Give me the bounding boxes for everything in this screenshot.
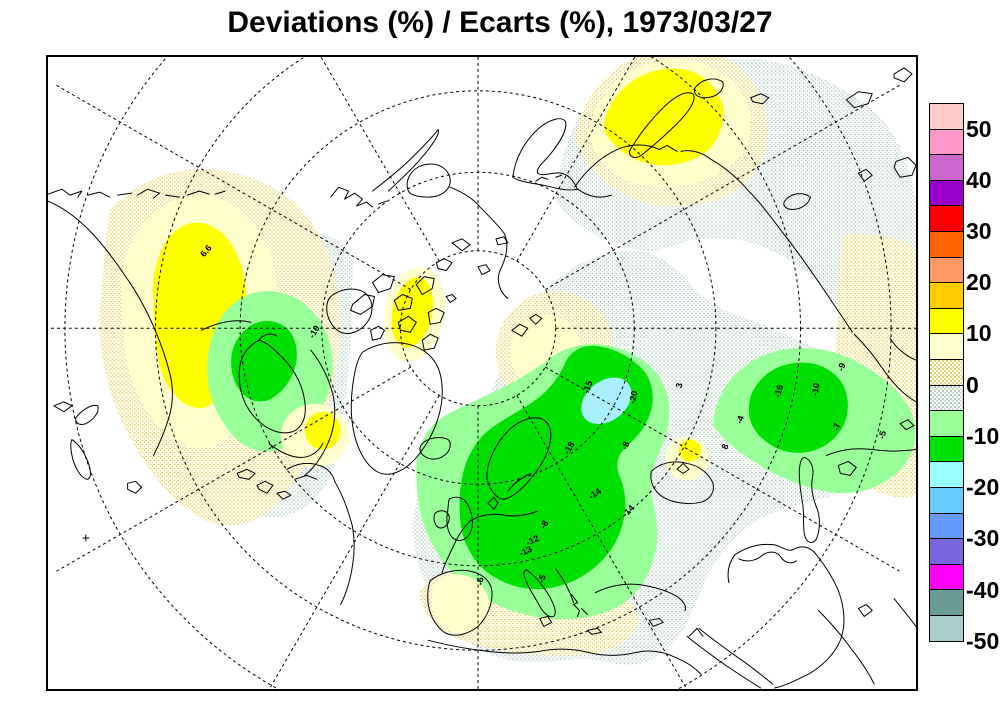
- colorbar-band: [930, 257, 963, 284]
- meridian-line: [55, 84, 412, 290]
- contour-value-label: -9: [835, 362, 847, 373]
- colorbar-tick-labels: 50 40 30 20 10 0 -10 -20 -30 -40 -50: [966, 0, 1000, 726]
- contour-value-label: -20: [627, 390, 639, 405]
- colorbar-band: [930, 231, 963, 258]
- map-frame: 6.6 -10 -18 -15 -20 3 -8 -16 -10 -9 -7 -4 -5 8 -14 -14-…: [46, 55, 918, 691]
- colorbar-tick-label: 40: [966, 167, 992, 193]
- colorbar-band: [930, 513, 963, 540]
- colorbar-tick-label: 20: [966, 269, 992, 295]
- colorbar-band: [930, 155, 963, 181]
- colorbar-band: [930, 436, 963, 463]
- contour-value-label: 8: [719, 442, 730, 450]
- colorbar-band: [930, 615, 963, 642]
- region-hudson-green-core: [231, 320, 297, 402]
- contour-value-label: -10: [809, 382, 821, 396]
- colorbar-tick-label: 30: [966, 218, 992, 244]
- colorbar-band: [930, 359, 963, 386]
- colorbar-tick-label: -50: [966, 628, 1000, 654]
- region-newfoundland-yellow-core: [304, 411, 341, 450]
- colorbar-band: [930, 180, 963, 207]
- colorbar-band: [930, 206, 963, 232]
- region-centralasia-green-core: [748, 362, 848, 453]
- meridian-line: [516, 395, 688, 689]
- latitude-circle: [239, 90, 717, 567]
- colorbar-band: [930, 308, 963, 335]
- contour-value-label: -4: [734, 414, 746, 425]
- colorbar-tick-label: -20: [966, 474, 1000, 500]
- colorbar-tick-label: 50: [966, 116, 992, 142]
- contour-value-label: 3: [674, 382, 685, 389]
- region-barents-yellow-core: [603, 68, 724, 166]
- contour-value-label: -5: [536, 573, 548, 584]
- meridian-line: [320, 57, 440, 262]
- colorbar-band: [930, 539, 963, 565]
- contour-value-label: -15: [581, 379, 595, 394]
- contour-value-label: -7: [831, 422, 843, 432]
- region-iberia-lightyellow: [431, 574, 489, 633]
- meridian-line: [516, 57, 636, 262]
- colorbar-band: [930, 487, 963, 514]
- meridian-line: [545, 366, 901, 573]
- colorbar-band: [930, 564, 963, 591]
- colorbar-tick-label: 0: [966, 372, 979, 398]
- colorbar-tick-label: -30: [966, 525, 1000, 551]
- colorbar-band: [930, 462, 963, 488]
- contour-value-label: -12: [525, 533, 541, 548]
- contour-value-label: -8: [619, 440, 631, 451]
- colorbar-band: [930, 411, 963, 437]
- colorbar-band: [930, 283, 963, 309]
- colorbar-legend: [929, 103, 964, 643]
- figure-title: Deviations (%) / Ecarts (%), 1973/03/27: [227, 6, 773, 39]
- meridian-line: [545, 84, 901, 290]
- colorbar-band: [930, 334, 963, 360]
- coastlines: [48, 67, 916, 689]
- colorbar-band: [930, 590, 963, 616]
- contour-fill-regions: [121, 59, 916, 633]
- region-urals-cyan-spot: [581, 377, 632, 425]
- map-canvas: 6.6-10-18-15-203-8-16 -10-9-7-4-58-14-14-…: [48, 57, 916, 689]
- contour-value-label: -13: [518, 544, 534, 559]
- colorbar-tick-label: -10: [966, 423, 1000, 449]
- colorbar-band: [930, 385, 963, 412]
- colorbar-band: [930, 129, 963, 156]
- colorbar-tick-label: -40: [966, 577, 1000, 603]
- contour-value-labels: 6.6-10-18-15-203-8-16 -10-9-7-4-58-14-14-…: [198, 243, 888, 586]
- contour-value-label: -6: [475, 577, 486, 586]
- graticule: [48, 57, 916, 689]
- colorbar-band: [930, 104, 963, 130]
- contour-value-label: -5: [876, 430, 888, 440]
- colorbar-tick-label: 10: [966, 320, 992, 346]
- meridian-line: [268, 395, 440, 689]
- meridian-line: [55, 366, 412, 573]
- contour-value-label: -8: [538, 519, 551, 531]
- region-blacksea-yellow-core: [679, 439, 701, 462]
- contour-value-label: -16: [772, 384, 785, 399]
